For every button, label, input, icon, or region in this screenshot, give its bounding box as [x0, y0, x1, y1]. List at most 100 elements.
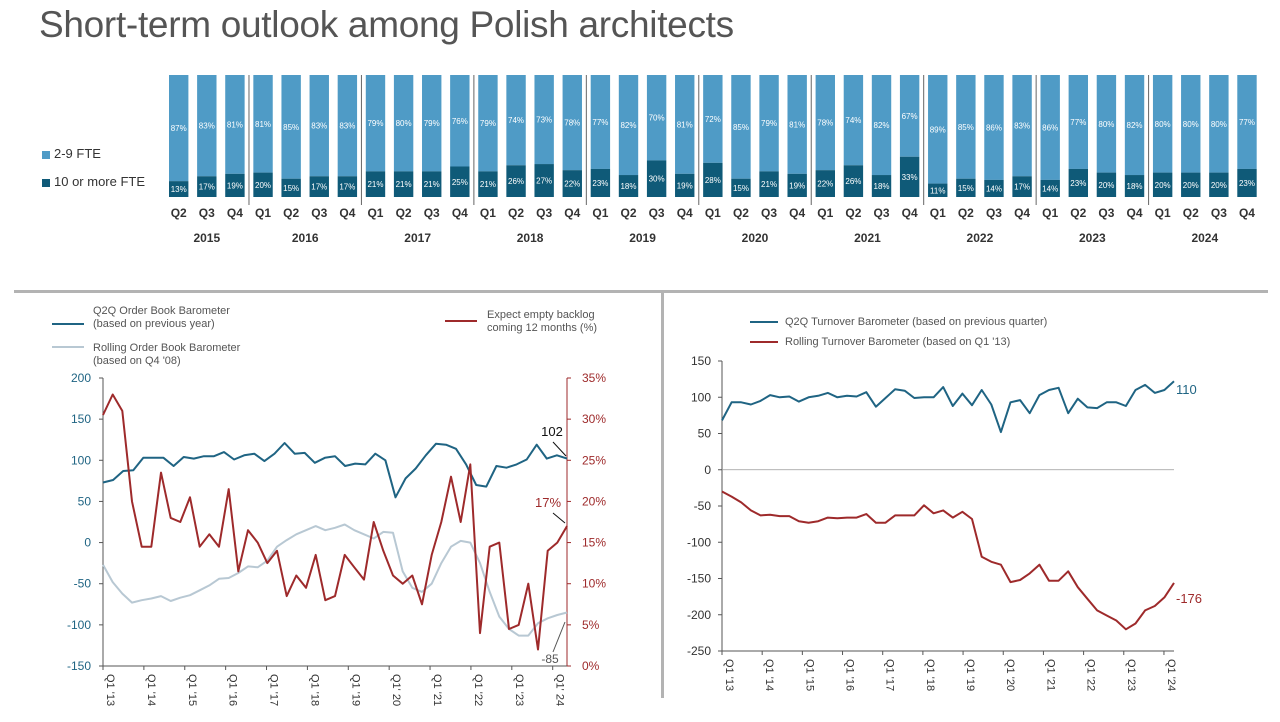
- bar-small-18: [675, 75, 695, 174]
- quarter-label-10: Q4: [452, 206, 468, 220]
- bar-label-small-19: 72%: [705, 115, 721, 124]
- bar-label-large-4: 15%: [283, 184, 299, 193]
- bar-label-small-34: 82%: [1127, 121, 1143, 130]
- legend-line-rolling-turnover: [750, 341, 778, 343]
- bar-large-3: [253, 172, 273, 197]
- bar-large-37: [1209, 172, 1229, 197]
- bar-label-large-21: 21%: [761, 180, 777, 189]
- bar-label-small-26: 67%: [902, 112, 918, 121]
- bar-label-small-25: 82%: [874, 121, 890, 130]
- bar-label-large-18: 19%: [677, 181, 693, 190]
- quarter-label-3: Q1: [255, 206, 271, 220]
- quarter-label-8: Q2: [396, 206, 412, 220]
- annotation-rolling-leader: [552, 621, 566, 653]
- quarter-label-36: Q2: [1183, 206, 1199, 220]
- bar-label-large-13: 27%: [536, 177, 552, 186]
- annotation-q2q-turnover-end: 110: [1176, 382, 1197, 397]
- bar-small-12: [506, 75, 526, 166]
- bar-small-37: [1209, 75, 1229, 173]
- x-tick-label-7: Q1 '20: [1004, 659, 1016, 691]
- bar-label-small-9: 79%: [424, 119, 440, 128]
- year-label-2022: 2022: [967, 231, 994, 245]
- bar-label-small-13: 73%: [536, 116, 552, 125]
- quarter-label-14: Q4: [564, 206, 580, 220]
- x-tick-label-10: Q1 '23: [513, 674, 525, 706]
- bar-large-23: [815, 170, 835, 197]
- annotation-empty-leader: [552, 512, 566, 524]
- bar-large-10: [450, 166, 470, 197]
- bar-small-26: [899, 75, 920, 157]
- bar-label-small-38: 77%: [1239, 118, 1255, 127]
- bar-large-35: [1152, 172, 1173, 197]
- quarter-label-31: Q1: [1042, 206, 1058, 220]
- legend-empty-backlog: Expect empty backlog coming 12 months (%): [487, 309, 597, 335]
- x-tick-label-10: Q1 '23: [1125, 659, 1137, 691]
- right-y-tick-label-5: 10%: [582, 577, 606, 591]
- x-tick-label-9: Q1 '22: [1085, 659, 1097, 691]
- bar-label-large-17: 30%: [649, 175, 665, 184]
- bar-label-small-2: 81%: [227, 120, 243, 129]
- quarter-label-26: Q4: [902, 206, 918, 220]
- bar-large-28: [956, 178, 976, 197]
- bar-large-14: [562, 170, 582, 197]
- quarter-label-23: Q1: [817, 206, 833, 220]
- quarter-label-11: Q1: [480, 206, 496, 220]
- legend-label-small: 2-9 FTE: [54, 146, 101, 161]
- bar-label-large-2: 19%: [227, 181, 243, 190]
- bar-label-small-35: 80%: [1155, 120, 1171, 129]
- x-tick-label-11: Q1' 24: [554, 674, 566, 706]
- bar-small-21: [759, 75, 779, 172]
- y-tick-label-6: -150: [687, 572, 711, 586]
- x-tick-label-1: Q1 '14: [763, 659, 775, 691]
- bar-label-large-12: 26%: [508, 177, 524, 186]
- legend-rolling-order-l1: Rolling Order Book Barometer: [93, 342, 241, 354]
- legend-q2q-order-l2: (based on previous year): [93, 318, 215, 330]
- series-rolling-order-book: [102, 523, 568, 637]
- bar-large-30: [1012, 176, 1032, 197]
- bar-large-36: [1181, 172, 1201, 197]
- bar-large-1: [197, 176, 217, 197]
- bar-large-34: [1124, 175, 1145, 197]
- right-y-tick-label-3: 20%: [582, 494, 606, 508]
- bar-label-small-14: 78%: [564, 119, 580, 128]
- quarter-label-9: Q3: [424, 206, 440, 220]
- legend-large-fte: 10 or more FTE: [42, 174, 145, 189]
- bar-label-small-15: 77%: [592, 118, 608, 127]
- bar-large-9: [422, 171, 442, 197]
- bar-small-38: [1237, 75, 1257, 169]
- x-tick-label-6: Q1 '19: [349, 674, 361, 706]
- bar-label-small-6: 83%: [339, 122, 355, 131]
- bar-label-large-24: 26%: [845, 177, 861, 186]
- quarter-label-20: Q2: [733, 206, 749, 220]
- quarter-label-1: Q3: [199, 206, 215, 220]
- bar-large-21: [759, 171, 779, 197]
- vertical-divider: [661, 293, 664, 698]
- quarter-label-18: Q4: [677, 206, 693, 220]
- bar-label-small-33: 80%: [1098, 120, 1114, 129]
- bar-label-small-21: 79%: [761, 119, 777, 128]
- bar-label-large-36: 20%: [1183, 181, 1199, 190]
- legend-q2q-turnover: Q2Q Turnover Barometer (based on previou…: [785, 316, 1048, 328]
- annotation-rolling-turnover-end: -176: [1176, 591, 1202, 606]
- left-y-tick-label-0: 200: [71, 371, 91, 385]
- left-y-tick-label-6: -100: [67, 618, 91, 632]
- bar-large-5: [309, 176, 329, 197]
- bar-small-13: [534, 75, 554, 165]
- bar-label-small-22: 81%: [789, 120, 805, 129]
- bar-large-4: [281, 178, 301, 197]
- x-tick-label-4: Q1 '17: [884, 659, 896, 691]
- legend-q2q-order: Q2Q Order Book Barometer (based on previo…: [93, 305, 230, 331]
- x-tick-label-0: Q1 '13: [723, 659, 735, 691]
- series-empty-backlog: [102, 393, 568, 651]
- y-tick-label-7: -200: [687, 608, 711, 622]
- order-book-line-chart: 200 150 100 50 0 -50 -100 -150 35% 30% 25% 20% 15% 10…: [67, 371, 606, 706]
- x-tick-label-3: Q1 '16: [844, 659, 856, 691]
- bar-small-22: [787, 75, 807, 174]
- bar-small-14: [562, 75, 582, 171]
- quarter-label-21: Q3: [761, 206, 777, 220]
- bar-label-large-28: 15%: [958, 184, 974, 193]
- y-tick-label-4: -50: [694, 499, 712, 513]
- bar-small-9: [422, 75, 442, 172]
- bar-label-large-19: 28%: [705, 176, 721, 185]
- year-label-2018: 2018: [517, 231, 544, 245]
